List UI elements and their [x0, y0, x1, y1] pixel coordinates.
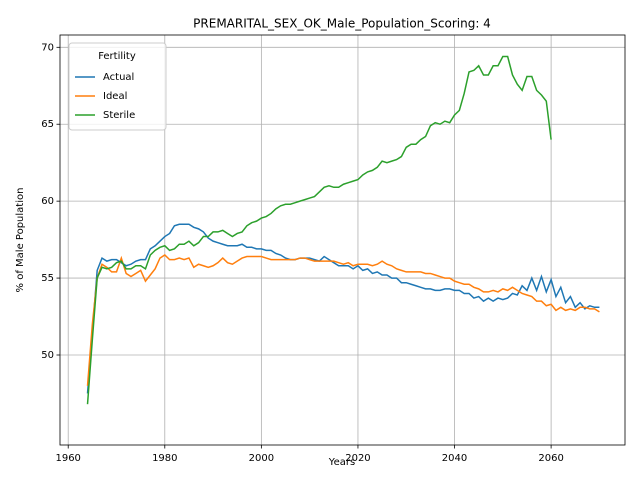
x-tick-label: 2040 [442, 453, 467, 464]
x-tick-label: 2000 [249, 453, 274, 464]
legend-title: Fertility [98, 51, 136, 62]
legend: Fertility Actual Ideal Sterile [68, 42, 167, 131]
y-tick-label: 60 [41, 196, 54, 207]
y-tick-label: 55 [41, 273, 54, 284]
legend-box [68, 42, 167, 131]
line-series [86, 254, 600, 386]
x-tick-label: 1980 [152, 453, 177, 464]
y-axis-label: % of Male Population [15, 188, 26, 293]
x-tick-label: 2060 [538, 453, 563, 464]
y-tick-label: 70 [41, 42, 54, 53]
line-series [86, 223, 600, 394]
y-tick-label: 65 [41, 119, 54, 130]
legend-label: Ideal [103, 91, 127, 102]
chart-title: PREMARITAL_SEX_OK_Male_Population_Scorin… [193, 17, 491, 31]
x-tick-label: 2020 [345, 453, 370, 464]
x-tick-label: 1960 [55, 453, 80, 464]
y-tick-label: 50 [41, 350, 54, 361]
legend-label: Actual [103, 72, 134, 83]
x-axis-label: Years [328, 457, 355, 468]
plot-frame [59, 34, 626, 446]
line-series [86, 55, 552, 405]
legend-label: Sterile [103, 110, 135, 121]
